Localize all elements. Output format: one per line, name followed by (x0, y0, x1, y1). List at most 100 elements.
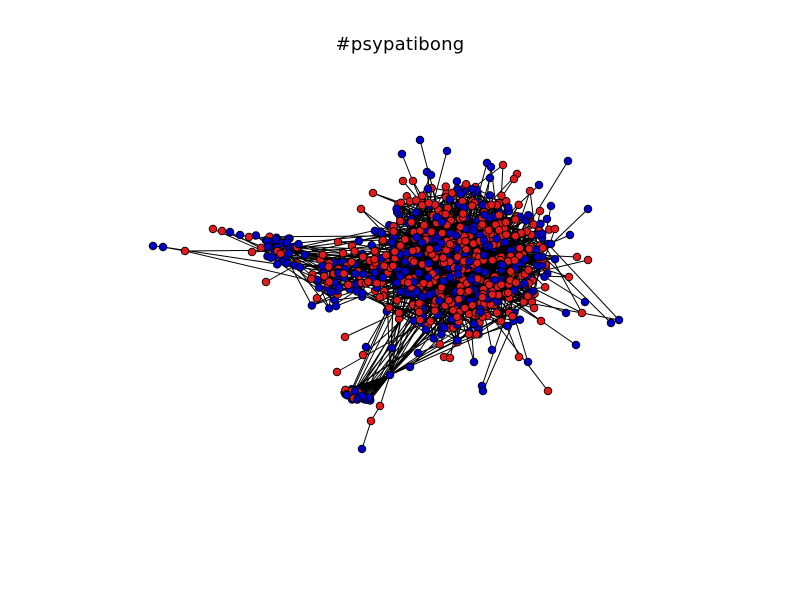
graph-node-red (358, 252, 368, 262)
graph-node-blue (385, 370, 395, 380)
graph-node-red (400, 235, 410, 244)
graph-node-red (524, 265, 533, 275)
graph-node-blue (294, 239, 303, 249)
graph-node-red (307, 274, 316, 284)
graph-node-red (438, 253, 448, 262)
graph-node-blue (519, 279, 529, 288)
graph-node-red (444, 296, 454, 305)
graph-node-red (358, 350, 368, 360)
graph-node-blue (405, 362, 415, 372)
graph-node-blue (334, 283, 344, 292)
graph-node-blue (225, 227, 235, 237)
graph-node-red (419, 278, 428, 288)
graph-node-blue (378, 273, 388, 282)
graph-node-blue (354, 236, 364, 246)
graph-node-blue (377, 229, 387, 238)
graph-node-red (320, 271, 329, 281)
graph-node-red (496, 317, 506, 326)
graph-node-blue (358, 288, 367, 298)
graph-node-blue (445, 272, 455, 282)
graph-node-red (514, 352, 524, 362)
graph-node-red (389, 227, 398, 236)
graph-node-blue (370, 226, 380, 236)
graph-node-blue (606, 318, 616, 328)
graph-node-blue (520, 255, 530, 264)
graph-node-blue (503, 321, 512, 331)
graph-node-red (485, 280, 494, 290)
graph-node-red (536, 316, 546, 326)
graph-node-blue (295, 263, 305, 272)
graph-node-red (407, 218, 416, 227)
graph-node-red (375, 293, 384, 302)
graph-node-red (396, 241, 405, 250)
graph-node-red (448, 306, 458, 315)
graph-node-red (469, 239, 478, 248)
graph-node-blue (561, 308, 571, 318)
graph-node-blue (479, 235, 489, 245)
graph-node-blue (418, 292, 427, 301)
graph-node-blue (440, 323, 449, 333)
graph-node-blue (282, 259, 292, 268)
graph-node-red (333, 237, 343, 247)
graph-node-blue (614, 315, 624, 325)
graph-node-red (478, 220, 487, 229)
graph-node-red (390, 247, 399, 256)
graph-node-red (370, 246, 379, 256)
graph-node-red (461, 180, 471, 189)
graph-node-red (426, 317, 435, 326)
graph-node-blue (423, 273, 433, 283)
graph-node-blue (534, 180, 544, 190)
graph-node-red (461, 245, 471, 254)
graph-node-red (543, 386, 553, 396)
graph-node-blue (523, 357, 533, 367)
graph-node-blue (437, 217, 447, 227)
graph-node-red (366, 416, 376, 426)
graph-node-red (502, 230, 511, 239)
graph-node-red (427, 227, 436, 237)
graph-node-red (506, 267, 515, 276)
graph-node-blue (370, 268, 379, 277)
graph-node-red (535, 206, 545, 216)
graph-node-red (379, 261, 389, 271)
graph-node-red (350, 247, 359, 256)
graph-node-blue (387, 237, 397, 247)
graph-node-blue (413, 348, 423, 358)
graph-node-red (415, 315, 425, 325)
graph-edge (346, 319, 454, 395)
graph-node-red (498, 160, 508, 170)
graph-node-red (488, 290, 497, 299)
graph-node-blue (359, 269, 368, 279)
graph-node-blue (263, 242, 273, 252)
graph-node-red (419, 220, 429, 230)
graph-node-blue (396, 287, 406, 296)
graph-node-red (497, 191, 506, 200)
graph-node-red (424, 198, 433, 208)
graph-node-blue (426, 170, 436, 180)
graph-node-red (347, 257, 356, 267)
graph-edge (184, 250, 414, 306)
graph-node-blue (480, 267, 490, 277)
graph-node-red (487, 200, 496, 210)
graph-node-red (375, 401, 385, 411)
graph-node-red (340, 332, 350, 342)
graph-node-blue (480, 210, 489, 219)
graph-node-blue (536, 219, 545, 229)
graph-node-red (511, 278, 521, 287)
graph-node-red (370, 254, 379, 264)
graph-node-red (384, 303, 394, 313)
graph-node-blue (307, 301, 317, 310)
graph-edge (389, 329, 479, 376)
graph-node-blue (546, 239, 556, 249)
graph-node-red (467, 201, 477, 211)
graph-node-red (409, 257, 419, 266)
graph-node-red (403, 278, 413, 287)
graph-node-red (511, 215, 520, 224)
graph-node-red (452, 312, 462, 322)
graph-node-blue (331, 301, 341, 311)
graph-node-red (441, 209, 450, 219)
graph-node-blue (417, 238, 427, 247)
graph-node-blue (158, 242, 168, 252)
graph-edge (361, 420, 372, 450)
graph-node-red (456, 287, 465, 296)
